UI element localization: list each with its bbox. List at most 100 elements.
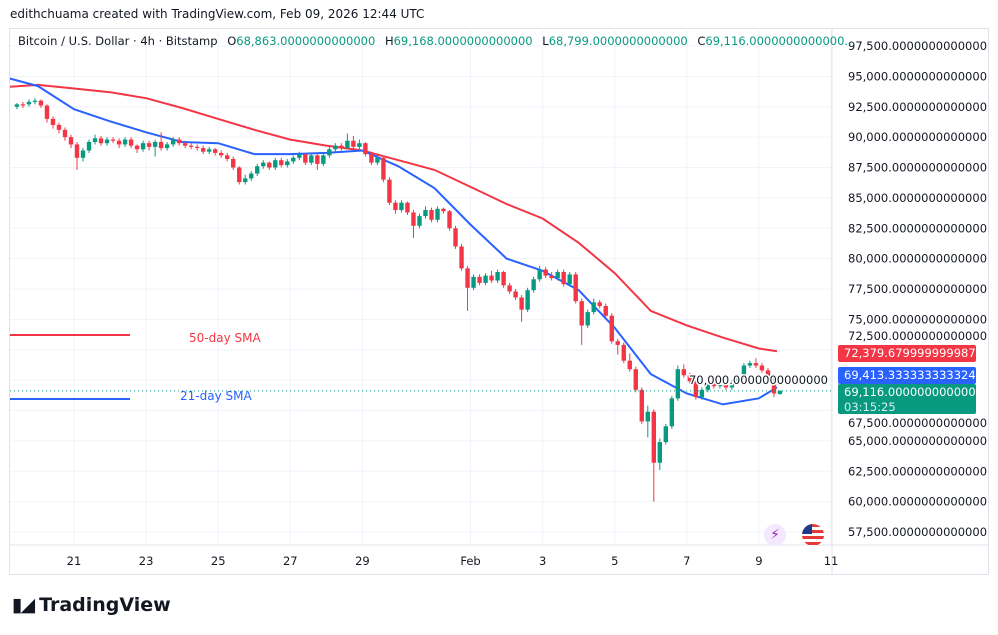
y-tick-label: 60,000.0000000000000 [848,495,987,509]
candle [110,137,116,144]
candle-body [693,381,699,398]
candle [92,134,98,145]
candle-body [627,360,632,370]
candle-body [555,271,560,279]
candle-body [753,363,759,366]
candle [663,423,669,445]
candle-body [711,382,717,387]
y-tick-label: 77,500.0000000000000 [848,282,987,296]
candle-body [92,138,98,142]
candle-body [525,290,530,310]
candle-body [116,140,122,145]
candle-body [381,157,386,180]
y-tick-label: 92,500.0000000000000 [848,100,987,114]
sma50-annotation: 50-day SMA [189,331,261,345]
lightning-icon[interactable]: ⚡ [764,524,786,546]
candle-body [729,382,735,388]
candle [38,99,44,108]
candle [98,135,104,146]
candle-body [273,160,278,168]
candle-body [285,161,290,166]
candle-body [567,274,572,285]
candle [194,144,200,151]
candle-body [513,291,518,298]
candle-body [471,276,476,288]
candle [369,151,374,166]
candle-body [86,141,92,151]
candle-body [231,158,236,168]
candle-body [128,139,134,146]
y-tick-label: 97,500.0000000000000 [848,39,987,53]
candle [501,270,506,288]
candle-body [621,344,626,361]
candle [279,157,284,168]
candle-body [56,124,62,130]
candle-body [237,167,242,183]
candle [303,152,308,166]
y-tick-label: 87,500.0000000000000 [848,161,987,175]
candle-body [315,155,320,164]
candle-body [134,145,140,150]
candle [14,103,20,110]
candle-body [585,312,590,326]
candle-body [777,390,783,394]
candle-body [225,155,230,159]
symbol-title[interactable]: Bitcoin / U.S. Dollar · 4h · Bitstamp [18,34,218,48]
candle [200,145,206,155]
candle-body [327,149,332,156]
high-value: 69,168.0000000000000 [393,34,533,48]
candle [411,210,416,238]
candle-body [357,143,362,147]
candle [633,366,638,393]
candle [669,395,675,429]
candle [471,274,476,291]
candle [231,156,236,170]
candle-body [122,139,128,145]
candle [519,295,524,322]
candle-body [309,155,314,163]
candle [555,269,560,281]
candle-body [110,139,116,141]
close-label: C [697,34,706,48]
open-label: O [227,34,237,48]
sma50-line [10,83,778,353]
candle-body [669,398,675,427]
candle-body [609,315,614,342]
candle-body [44,105,50,119]
sma21-price-badge: 69,413.3333333333248 [838,367,983,384]
tradingview-logo[interactable]: ▮◢ TradingView [12,594,171,616]
candle-body [549,275,554,279]
candle [777,390,783,395]
candle [26,99,32,107]
candle-body [639,389,644,422]
x-tick-label: Feb [460,554,480,568]
us-flag-icon[interactable] [802,524,824,546]
candle [32,98,38,105]
candle-body [146,143,152,147]
candle [435,206,440,223]
open-value: 68,863.0000000000000 [236,34,376,48]
x-tick-label: 21 [67,554,82,568]
candle [525,287,530,313]
x-tick-label: 29 [355,554,370,568]
candle-body [705,382,711,390]
candle-body [501,271,506,286]
x-tick-label: 11 [824,554,839,568]
candle [591,298,596,315]
candle [489,270,494,283]
candle [20,101,26,108]
close-value: 69,116.0000000000000... [705,34,856,48]
candle-body [759,365,765,371]
candle-body [663,426,669,443]
candle [615,338,620,355]
chart-panel[interactable] [9,28,989,575]
candle [729,380,735,390]
candle-body [405,202,410,213]
candle-body [182,143,188,146]
candle [297,151,302,161]
candle-body [279,160,284,166]
candle [597,299,602,309]
candle-body [741,365,747,377]
candle [333,143,338,152]
